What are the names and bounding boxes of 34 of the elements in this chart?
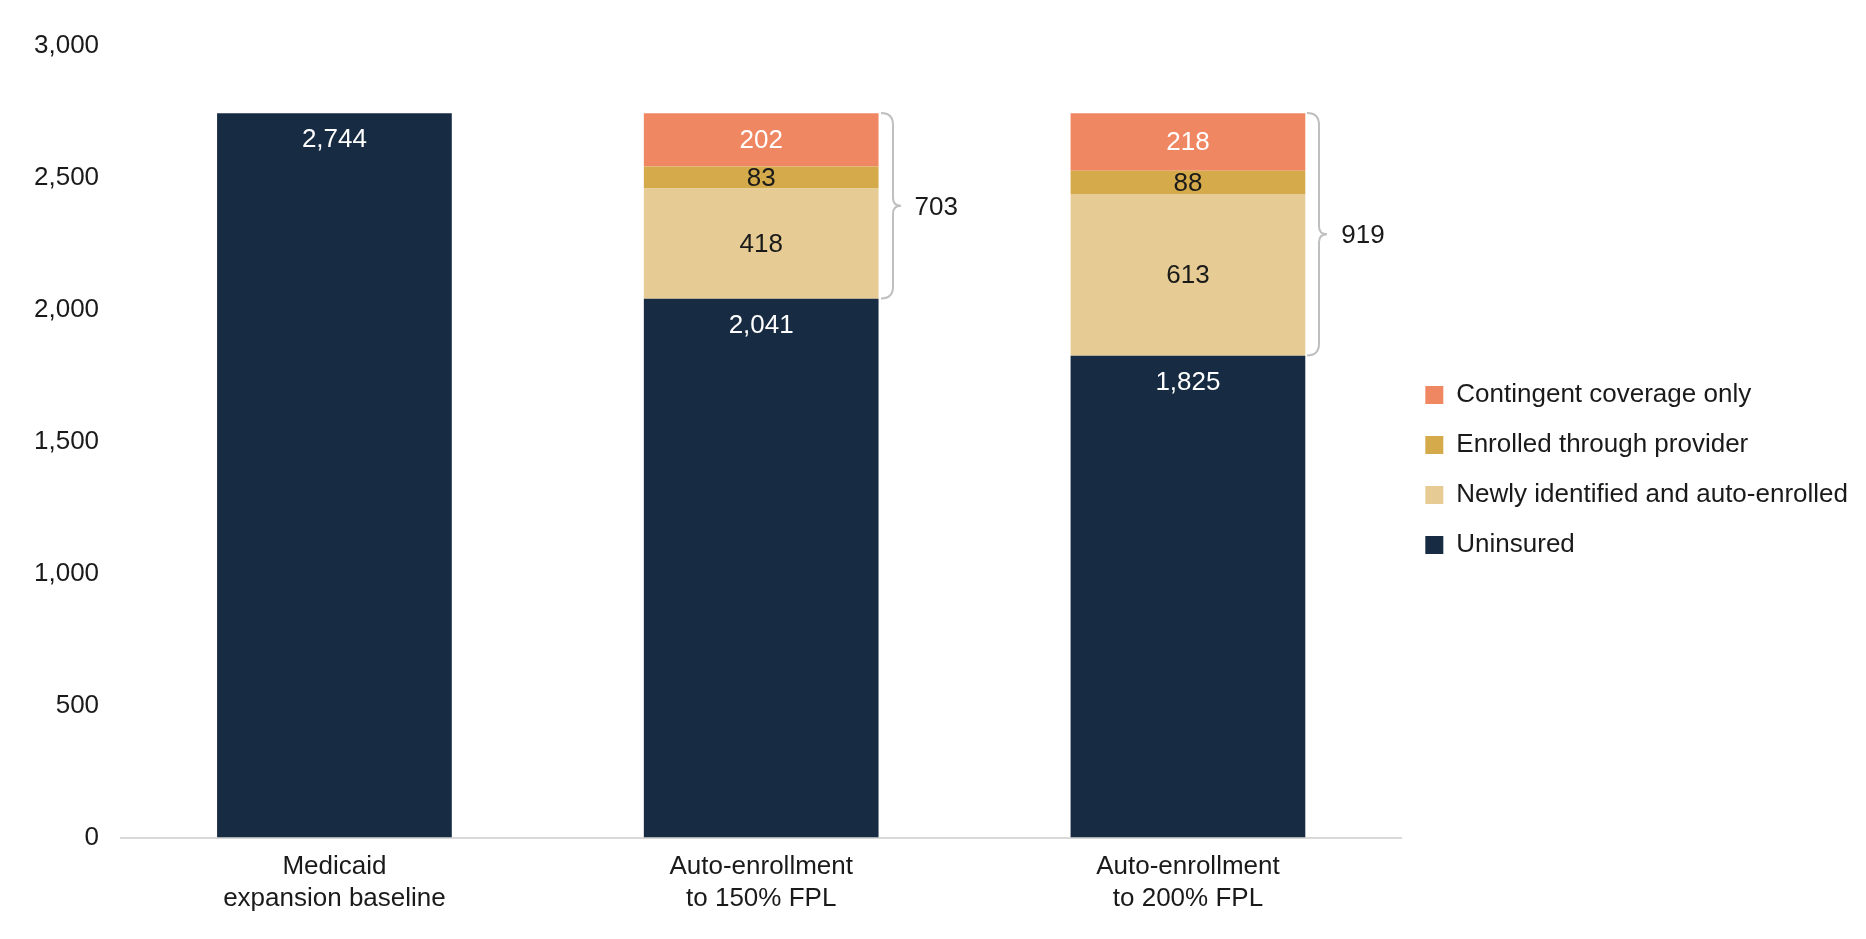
bar (1070, 170, 1306, 194)
y-tick-label: 500 (55, 688, 100, 719)
legend-label: Contingent coverage only (1456, 378, 1752, 409)
bar (1070, 193, 1306, 356)
x-tick-label: Medicaid expansion baseline (223, 850, 446, 912)
y-tick-label: 3,000 (33, 28, 100, 59)
bar (643, 188, 879, 299)
data-label: 613 (1166, 259, 1210, 290)
bar (1070, 113, 1306, 171)
x-tick-label: Auto-enrollment to 150% FPL (669, 850, 854, 912)
data-label: 88 (1173, 166, 1203, 197)
data-label: 1,825 (1155, 365, 1221, 396)
bar (643, 113, 879, 167)
y-tick-label: 0 (84, 820, 100, 851)
annotation: 919 (1341, 219, 1385, 250)
data-label: 83 (746, 161, 776, 192)
bar (217, 113, 452, 838)
bar (1070, 355, 1306, 838)
data-label: 418 (739, 227, 783, 258)
data-label: 218 (1166, 126, 1210, 157)
bar (643, 166, 879, 189)
x-tick-label: Auto-enrollment to 200% FPL (1096, 850, 1281, 912)
data-label: 2,744 (301, 123, 367, 154)
legend-label: Enrolled through provider (1456, 428, 1749, 459)
legend-label: Uninsured (1456, 528, 1575, 559)
legend-label: Newly identified and auto-enrolled (1456, 478, 1849, 509)
annotation: 703 (914, 190, 958, 221)
y-tick-label: 1,000 (33, 556, 100, 587)
data-label: 2,041 (728, 308, 794, 339)
y-tick-label: 2,000 (33, 292, 100, 323)
y-tick-label: 2,500 (33, 160, 100, 191)
bar (643, 298, 879, 838)
y-tick-label: 1,500 (33, 424, 100, 455)
data-label: 202 (739, 124, 783, 155)
